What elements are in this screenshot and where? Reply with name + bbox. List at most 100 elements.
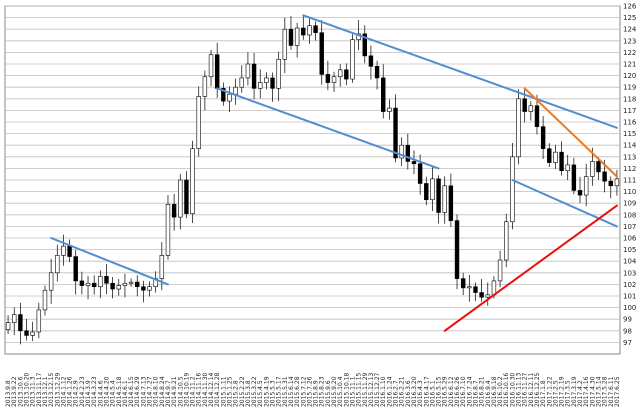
candle: [55, 244, 60, 282]
candle: [608, 176, 613, 199]
x-tick-label: 2014.6.1: [122, 380, 129, 407]
x-tick-label: 2016.3.20: [411, 376, 418, 407]
candle-body: [30, 331, 35, 336]
candle-body: [98, 275, 103, 288]
candle-body: [110, 282, 115, 290]
candle-body: [116, 285, 121, 290]
x-tick-label: 2015.11.15: [356, 372, 363, 407]
y-tick-label: 108: [623, 211, 636, 219]
x-tick-label: 2017.2.5: [552, 380, 559, 407]
x-tick-label: 2016.7.10: [460, 376, 467, 407]
x-tick-label: 2013.11.3: [30, 376, 37, 407]
candle-body: [325, 74, 331, 83]
candle-body: [436, 178, 441, 213]
x-tick-label: 2015.3.8: [245, 380, 252, 407]
candle: [12, 307, 17, 336]
candle-body: [424, 183, 429, 201]
x-tick-label: 2016.11.13: [516, 372, 523, 407]
y-tick-label: 125: [623, 14, 636, 22]
y-tick-label: 109: [623, 200, 636, 208]
candle-body: [128, 281, 134, 284]
candle: [128, 278, 134, 287]
x-tick-label: 2017.6.11: [608, 376, 615, 407]
candle: [276, 51, 281, 102]
x-tick-label: 2014.8.10: [153, 376, 160, 407]
candle: [473, 282, 478, 301]
candle: [104, 264, 109, 295]
candle: [479, 279, 484, 302]
x-tick-label: 2015.8.9: [313, 380, 320, 407]
x-tick-label: 2014.10.5: [177, 376, 184, 407]
blue-trendline: [216, 87, 440, 170]
x-tick-label: 2017.2.19: [559, 376, 566, 407]
candle: [614, 170, 620, 196]
x-tick-label: 2014.1.26: [67, 376, 74, 407]
x-tick-label: 2017.4.16: [583, 376, 590, 407]
candle-body: [467, 286, 472, 289]
candle: [196, 86, 201, 157]
candle: [516, 89, 521, 165]
candle: [331, 71, 337, 92]
candle: [553, 144, 558, 169]
candle: [565, 154, 570, 181]
candle-body: [559, 151, 564, 172]
candle: [91, 275, 97, 295]
candle: [141, 280, 146, 303]
x-tick-label: 2016.6.12: [448, 376, 455, 407]
candle: [239, 65, 244, 93]
candle-body: [504, 221, 509, 261]
candle: [504, 213, 509, 268]
candle: [442, 176, 447, 224]
x-tick-label: 2017.3.5: [565, 380, 572, 407]
x-tick-label: 2014.9.21: [171, 376, 178, 407]
x-tick-label: 2016.6.26: [454, 376, 461, 407]
candle: [245, 52, 251, 86]
candle-body: [165, 204, 171, 256]
candle: [30, 321, 35, 342]
x-tick-label: 2014.10.19: [183, 372, 190, 407]
x-tick-label: 2014.12.14: [208, 372, 215, 407]
x-tick-label: 2015.11.29: [362, 372, 369, 407]
candle-body: [264, 77, 269, 83]
candle: [227, 86, 232, 113]
candle: [411, 150, 417, 175]
x-tick-label: 2016.5.29: [442, 376, 449, 407]
x-tick-label: 2015.5.17: [276, 376, 283, 407]
candle-body: [319, 32, 324, 75]
candle: [42, 285, 48, 316]
x-tick-label: 2015.9.20: [331, 376, 338, 407]
candle: [36, 302, 42, 339]
red-trendline: [443, 204, 618, 332]
x-tick-label: 2017.1.8: [540, 380, 547, 407]
x-tick-label: 2014.6.29: [134, 376, 141, 407]
candle: [288, 16, 294, 50]
candle: [528, 101, 534, 121]
x-tick-label: 2014.7.13: [140, 376, 147, 407]
candle: [325, 60, 331, 91]
x-tick-label: 2015.6.14: [288, 376, 295, 407]
candle: [307, 17, 312, 44]
candle: [485, 282, 490, 306]
y-tick-label: 116: [623, 119, 637, 127]
candle-body: [448, 185, 454, 221]
candle-body: [141, 286, 146, 291]
x-tick-label: 2013.9.22: [11, 376, 18, 407]
x-tick-label: 2015.7.12: [300, 376, 307, 407]
x-tick-label: 2013.10.20: [24, 372, 31, 407]
candle: [73, 249, 78, 295]
candle: [110, 277, 115, 299]
y-tick-label: 114: [623, 142, 637, 150]
candle: [313, 21, 318, 41]
candle-body: [602, 171, 607, 182]
x-tick-label: 2017.5.28: [602, 376, 609, 407]
x-tick-label: 2015.4.5: [257, 380, 264, 407]
candle-body: [528, 105, 534, 112]
candle-body: [122, 282, 128, 286]
candle: [270, 72, 275, 102]
candle-body: [547, 148, 552, 163]
candle: [430, 167, 435, 212]
candle: [596, 157, 601, 180]
candle-body: [479, 292, 484, 298]
candle: [184, 171, 189, 219]
x-tick-label: 2016.8.21: [479, 376, 486, 407]
